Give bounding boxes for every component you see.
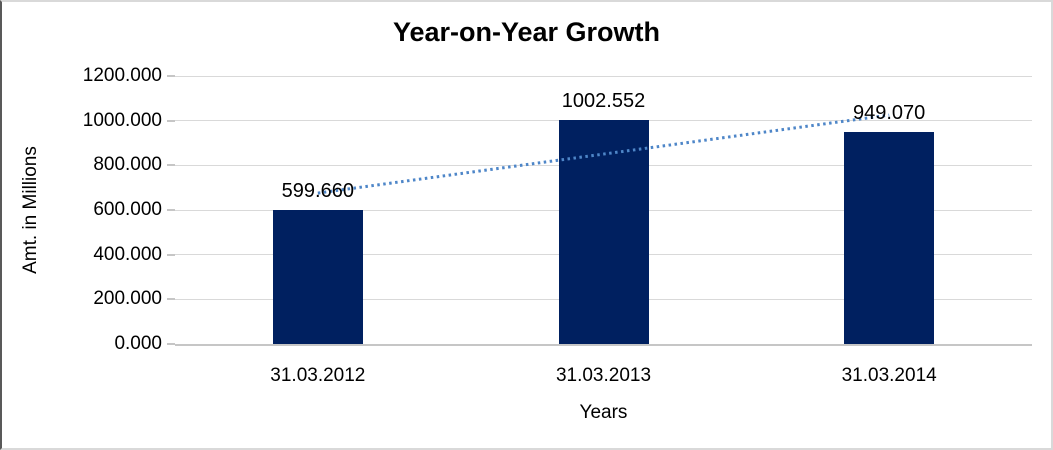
x-category-label: 31.03.2012: [270, 365, 366, 386]
y-tick-label: 0.000: [114, 333, 162, 354]
y-tick-label: 400.000: [93, 243, 162, 265]
y-tick-mark: [167, 343, 175, 345]
bar-value-label: 1002.552: [561, 90, 646, 113]
y-axis-title-text: Amt. in Millions: [20, 146, 41, 274]
y-tick-label: 1000.000: [82, 109, 162, 131]
y-tick-mark: [167, 119, 175, 122]
y-tick-mark: [167, 298, 175, 301]
y-tick-mark: [167, 253, 175, 256]
chart-title: Year-on-Year Growth: [392, 17, 661, 47]
y-tick-mark: [167, 75, 175, 77]
bar: [844, 132, 935, 344]
x-category-label: 31.03.2014: [841, 365, 937, 386]
x-category-label: 31.03.2013: [555, 365, 652, 386]
bar: [272, 210, 363, 344]
gridline: [175, 75, 1032, 77]
y-tick-label: 1200.000: [82, 65, 162, 86]
y-tick-label: 800.000: [93, 154, 162, 176]
y-tick-label: 200.000: [93, 288, 162, 310]
x-axis-title: Years: [579, 402, 628, 423]
bar-value-label: 599.660: [281, 180, 354, 203]
y-tick-mark: [167, 209, 175, 211]
bar: [558, 120, 649, 344]
bar-value-label: 949.070: [853, 102, 926, 125]
y-tick-mark: [167, 164, 175, 167]
y-tick-label: 600.000: [93, 199, 162, 220]
